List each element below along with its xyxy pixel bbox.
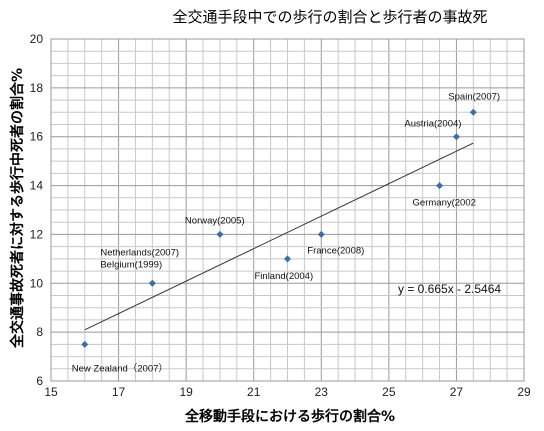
point-labels: New Zealand（2007） Netherlands(2007)Belgiu…: [72, 91, 500, 374]
x-tick-label: 19: [179, 385, 193, 399]
data-point: [216, 230, 224, 238]
y-tick-label: 12: [30, 227, 44, 241]
y-tick-label: 8: [36, 325, 43, 339]
point-label: Belgium(1999): [100, 259, 162, 270]
x-tick-label: 17: [112, 385, 126, 399]
y-tick-label: 14: [30, 179, 44, 193]
y-axis: 6 8 10 12 14 16 18 20: [30, 32, 44, 388]
x-tick-label: 21: [247, 385, 261, 399]
y-tick-label: 6: [36, 374, 43, 388]
chart-title: 全交通手段中での歩行の割合と歩行者の事故死: [172, 8, 487, 26]
y-tick-label: 20: [30, 32, 44, 46]
x-axis-title: 全移動手段における歩行の割合%: [184, 408, 395, 425]
y-axis-title: 全交通事故死者に対する歩行中死者の割合%: [9, 68, 26, 349]
data-point: [148, 279, 156, 287]
point-label: Norway(2005): [185, 215, 245, 226]
y-tick-label: 16: [30, 130, 44, 144]
trendline: [84, 142, 474, 331]
point-label: Finland(2004): [255, 271, 314, 282]
x-tick-label: 27: [450, 385, 464, 399]
point-label: Austria(2004): [404, 119, 461, 130]
x-axis: 15 17 19 21 23 25 27 29: [44, 385, 531, 399]
point-label: Spain(2007): [448, 91, 500, 102]
data-point: [317, 230, 325, 238]
data-point: [436, 182, 444, 190]
point-label: New Zealand（2007）: [72, 362, 168, 374]
point-label: Germany(2002: [413, 198, 476, 209]
data-point: [469, 108, 477, 116]
x-tick-label: 23: [315, 385, 329, 399]
y-tick-label: 10: [30, 276, 44, 290]
x-tick-label: 25: [382, 385, 396, 399]
point-label: France(2008): [307, 245, 364, 256]
data-point: [81, 340, 89, 348]
point-label: Netherlands(2007): [100, 247, 179, 258]
data-points: [81, 108, 477, 348]
y-tick-label: 18: [30, 81, 44, 95]
trendline-equation: y = 0.665x - 2.5464: [398, 282, 501, 296]
data-point: [452, 133, 460, 141]
x-tick-label: 29: [517, 385, 531, 399]
x-tick-label: 15: [44, 385, 58, 399]
plot-area: [50, 38, 525, 382]
data-point: [284, 255, 291, 263]
grid-lines: [50, 38, 525, 382]
